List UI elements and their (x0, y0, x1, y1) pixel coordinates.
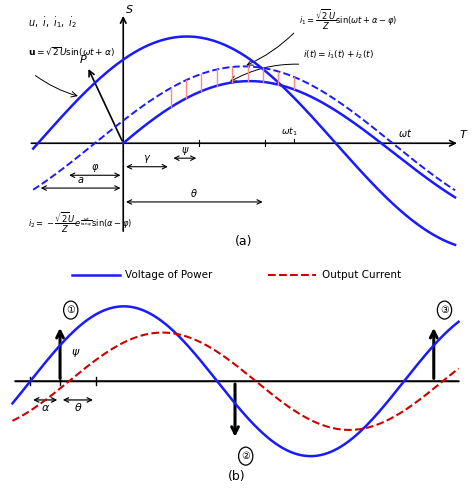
Text: $\omega t$: $\omega t$ (398, 127, 412, 139)
Text: $i_2 = -\dfrac{\sqrt{2}U}{Z}e^{\frac{\omega t}{\tan\varphi}}\sin(\alpha - \varph: $i_2 = -\dfrac{\sqrt{2}U}{Z}e^{\frac{\om… (28, 211, 133, 235)
Circle shape (438, 301, 452, 319)
Text: $a$: $a$ (77, 175, 84, 185)
Text: (b): (b) (228, 470, 246, 483)
Text: Voltage of Power: Voltage of Power (126, 270, 213, 280)
Text: $\psi$: $\psi$ (71, 347, 80, 359)
Text: $\mathbf{u} = \sqrt{2}U\sin(\omega t + \alpha)$: $\mathbf{u} = \sqrt{2}U\sin(\omega t + \… (28, 45, 115, 59)
Text: $\omega t_1$: $\omega t_1$ (281, 126, 297, 138)
Text: S: S (126, 5, 133, 15)
Text: P: P (80, 55, 87, 65)
Text: $u,\ \dot{\imath},\ \dot{\imath}_1,\ \dot{\imath}_2$: $u,\ \dot{\imath},\ \dot{\imath}_1,\ \do… (28, 15, 78, 29)
Text: ③: ③ (440, 305, 449, 315)
Text: $\alpha$: $\alpha$ (41, 403, 50, 413)
Text: ①: ① (66, 305, 75, 315)
Circle shape (64, 301, 78, 319)
Text: Output Current: Output Current (322, 270, 401, 280)
Text: ②: ② (241, 451, 250, 461)
Text: $i(t) = i_1(t) + i_2(t)$: $i(t) = i_1(t) + i_2(t)$ (303, 49, 374, 61)
Text: $i_1 = \dfrac{\sqrt{2}U}{Z}\sin(\omega t + \alpha - \varphi)$: $i_1 = \dfrac{\sqrt{2}U}{Z}\sin(\omega t… (299, 8, 397, 32)
Text: $\psi$: $\psi$ (181, 145, 189, 157)
Text: $\varphi$: $\varphi$ (91, 162, 99, 174)
Text: $\theta$: $\theta$ (191, 187, 198, 199)
Text: $\gamma$: $\gamma$ (143, 153, 151, 165)
Text: (a): (a) (236, 235, 253, 247)
Text: T: T (460, 130, 466, 140)
Circle shape (238, 447, 253, 465)
Text: $\theta$: $\theta$ (73, 401, 82, 413)
